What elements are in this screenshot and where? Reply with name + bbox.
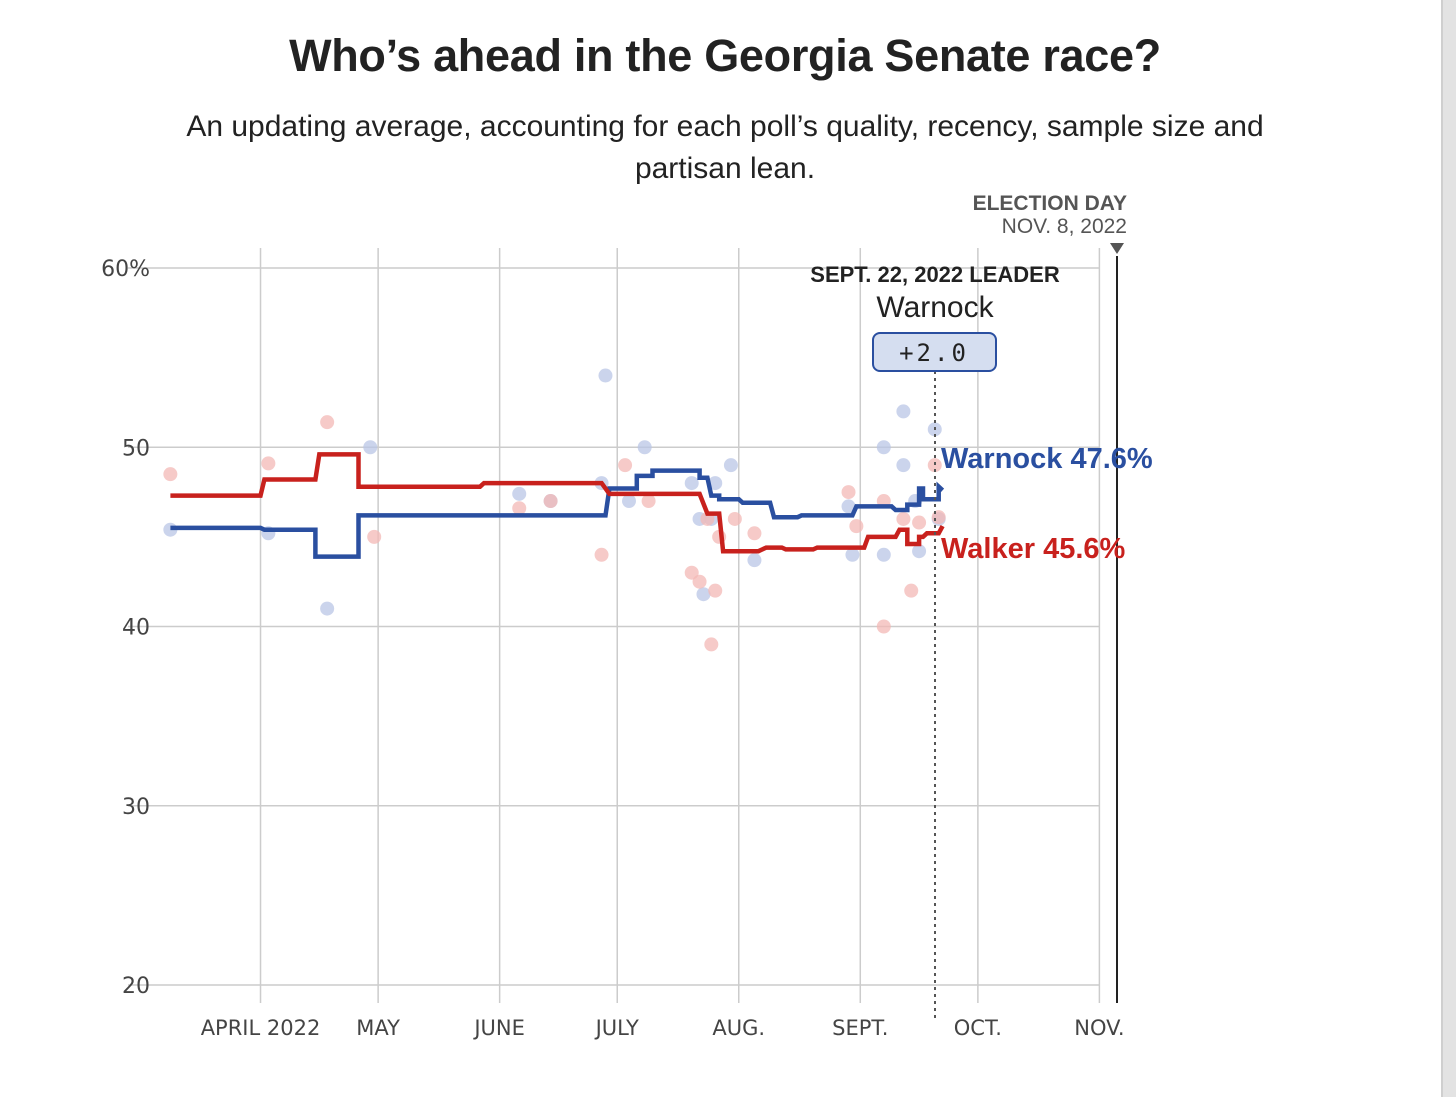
y-tick-label: 60% (101, 257, 150, 282)
x-tick-label: APRIL 2022 (201, 1016, 321, 1040)
warnock-poll-dot (512, 486, 527, 501)
walker-poll-dot (912, 515, 927, 530)
warnock-poll-dot (363, 440, 378, 455)
warnock-poll-dot (896, 458, 911, 473)
x-tick-label: NOV. (1074, 1016, 1124, 1040)
x-tick-label: JULY (594, 1016, 639, 1040)
walker-poll-dot (543, 494, 558, 509)
x-axis-ticks: APRIL 2022 MAY JUNE JULY AUG. SEPT. OCT. NOV. (201, 1016, 1125, 1040)
leader-date-label: SEPT. 22, 2022 LEADER (810, 262, 1060, 287)
warnock-poll-dot (320, 601, 335, 616)
warnock-poll-dot (723, 458, 738, 473)
warnock-poll-dot (876, 547, 891, 562)
warnock-poll-dot (845, 547, 860, 562)
warnock-poll-dot (747, 553, 762, 568)
walker-poll-dot (704, 637, 719, 652)
election-day-date: NOV. 8, 2022 (1002, 215, 1127, 238)
warnock-poll-dot (876, 440, 891, 455)
y-tick-label: 40 (122, 616, 150, 641)
walker-poll-dot (841, 485, 856, 500)
warnock-average-line (170, 468, 945, 559)
walker-poll-dot (876, 619, 891, 634)
walker-poll-dot (849, 519, 864, 534)
leader-margin-badge (872, 332, 997, 372)
walker-poll-dot (618, 458, 633, 473)
leader-name: Warnock (876, 291, 994, 324)
walker-poll-dot (641, 494, 656, 509)
grid (128, 248, 1101, 1003)
x-tick-label: SEPT. (832, 1016, 888, 1040)
walker-poll-dot (320, 415, 335, 430)
walker-poll-dot (904, 583, 919, 598)
walker-poll-dot (896, 511, 911, 526)
warnock-poll-dot (841, 499, 856, 514)
warnock-poll-dot (598, 368, 613, 383)
walker-poll-dot (727, 511, 742, 526)
x-tick-label: OCT. (954, 1016, 1002, 1040)
walker-poll-dot (367, 529, 382, 544)
warnock-poll-dot (912, 544, 927, 559)
x-tick-label: JUNE (472, 1016, 525, 1040)
y-tick-label: 20 (122, 974, 150, 999)
warnock-poll-dot (896, 404, 911, 419)
walker-poll-dot (708, 583, 723, 598)
y-tick-label: 50 (122, 436, 150, 461)
leader-margin-value: +2.0 (899, 339, 969, 367)
walker-average-line (170, 452, 945, 554)
walker-poll-dot (261, 456, 276, 471)
walker-poll-dot (692, 574, 707, 589)
chart-subtitle: An updating average, accounting for each… (186, 110, 1264, 185)
walker-poll-dot (747, 526, 762, 541)
walker-end-label: Walker 45.6% (941, 533, 1126, 565)
warnock-poll-dot (708, 476, 723, 491)
walker-poll-dot (163, 467, 178, 482)
average-lines (170, 452, 945, 559)
warnock-poll-dot (637, 440, 652, 455)
election-day-arrow-icon (1110, 243, 1124, 254)
walker-poll-dot (594, 547, 609, 562)
election-day-label: ELECTION DAY (973, 192, 1127, 215)
warnock-end-label: Warnock 47.6% (941, 443, 1153, 475)
walker-poll-dot (512, 501, 527, 516)
warnock-poll-dot (684, 476, 699, 491)
window-edge (1441, 0, 1456, 1097)
walker-poll-dot (927, 458, 942, 473)
warnock-poll-dot (622, 494, 636, 509)
chart-title: Who’s ahead in the Georgia Senate race? (289, 30, 1161, 81)
poll-dots (163, 368, 946, 652)
walker-poll-dot (931, 510, 946, 525)
x-tick-label: MAY (356, 1016, 400, 1040)
y-axis-ticks: 60% 50 40 30 20 (101, 257, 150, 999)
y-tick-label: 30 (122, 795, 150, 820)
x-tick-label: AUG. (712, 1016, 765, 1040)
warnock-poll-dot (696, 587, 711, 602)
